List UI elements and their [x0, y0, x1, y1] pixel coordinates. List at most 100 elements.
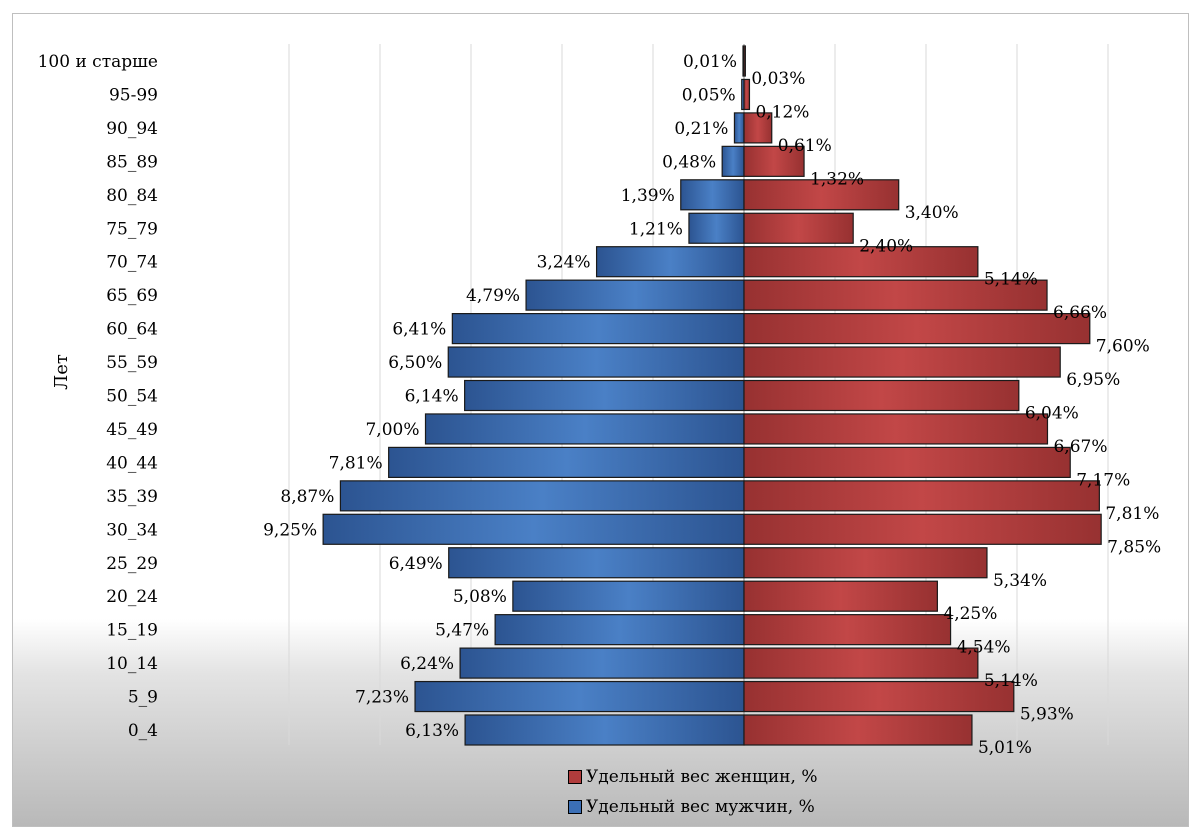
category-label: 70_74: [106, 253, 158, 273]
value-label-women: 5,14%: [984, 671, 1038, 691]
category-label: 65_69: [106, 286, 158, 306]
bar-women: [743, 346, 1061, 378]
bar-men: [424, 413, 745, 445]
category-label: 75_79: [106, 219, 158, 239]
category-label: 60_64: [106, 320, 158, 340]
bar-women: [743, 714, 973, 746]
category-label: 45_49: [106, 420, 158, 440]
value-label-men: 0,01%: [683, 52, 737, 72]
value-label-men: 5,08%: [453, 587, 507, 607]
value-label-women: 1,32%: [810, 169, 864, 189]
bar-women: [743, 480, 1100, 512]
value-label-men: 6,50%: [388, 353, 442, 373]
bar-men: [451, 313, 745, 345]
bar-women: [743, 513, 1102, 545]
bar-men: [447, 346, 745, 378]
bar-women: [743, 78, 751, 111]
category-label: 25_29: [106, 554, 158, 574]
value-label-women: 7,60%: [1096, 337, 1150, 357]
value-label-men: 8,87%: [280, 487, 334, 507]
bar-women: [743, 112, 773, 144]
value-label-men: 0,21%: [674, 119, 728, 139]
bar-women: [743, 446, 1071, 478]
legend-label-women: Удельный вес женщин, %: [586, 767, 818, 787]
bar-women: [743, 212, 854, 244]
category-label: 40_44: [106, 453, 158, 473]
value-label-women: 0,03%: [751, 69, 805, 89]
bar-women: [743, 246, 979, 278]
bar-women: [743, 547, 988, 579]
bar-men: [464, 714, 745, 746]
legend-swatch-women: [568, 770, 582, 784]
value-label-women: 5,34%: [993, 571, 1047, 591]
value-label-men: 0,05%: [682, 85, 736, 105]
value-label-men: 0,48%: [662, 152, 716, 172]
bar-women: [743, 680, 1015, 713]
bar-women: [743, 580, 938, 612]
value-label-women: 5,93%: [1020, 705, 1074, 725]
bar-men: [459, 647, 745, 679]
category-label: 100 и старше: [38, 52, 158, 72]
value-label-women: 3,40%: [905, 203, 959, 223]
category-label: 20_24: [106, 587, 158, 607]
legend-label-men: Удельный вес мужчин, %: [586, 797, 815, 817]
bar-women: [743, 647, 979, 679]
legend-item-men[interactable]: Удельный вес мужчин, %: [568, 792, 817, 822]
value-label-men: 6,13%: [405, 721, 459, 741]
bar-women: [743, 313, 1091, 345]
bar-women: [743, 379, 1020, 412]
bar-men: [595, 246, 745, 278]
category-label: 95-99: [109, 85, 158, 105]
value-label-men: 5,47%: [435, 621, 489, 641]
bar-women: [743, 179, 900, 211]
bar-women: [743, 614, 952, 646]
bars: [322, 45, 1102, 746]
value-label-women: 7,85%: [1107, 537, 1161, 557]
value-label-men: 1,39%: [621, 186, 675, 206]
value-label-men: 1,21%: [629, 219, 683, 239]
y-axis-title: Лет: [51, 354, 72, 390]
bar-men: [512, 580, 745, 612]
chart-frame: 100 и старше 0,01% 0,03% 95-99 0,05% 0,12% 90_…: [12, 13, 1189, 827]
value-label-women: 4,25%: [943, 604, 997, 624]
bar-men: [688, 212, 745, 244]
category-label: 50_54: [106, 387, 158, 407]
bar-women: [743, 45, 746, 77]
category-label: 30_34: [106, 520, 158, 540]
category-label: 0_4: [128, 721, 158, 741]
value-label-men: 6,14%: [405, 387, 459, 407]
bar-men: [414, 680, 745, 713]
value-label-women: 6,04%: [1025, 404, 1079, 424]
category-label: 35_39: [106, 487, 158, 507]
bar-men: [680, 179, 745, 211]
category-label: 15_19: [106, 621, 158, 641]
labels: 100 и старше 0,01% 0,03% 95-99 0,05% 0,12% 90_…: [38, 52, 1162, 758]
value-label-women: 5,01%: [978, 738, 1032, 758]
value-label-women: 6,66%: [1053, 303, 1107, 323]
value-label-men: 9,25%: [263, 520, 317, 540]
category-label: 80_84: [106, 186, 158, 206]
legend: Удельный вес женщин, % Удельный вес мужч…: [568, 762, 817, 822]
bar-women: [743, 413, 1049, 445]
value-label-men: 7,81%: [329, 453, 383, 473]
value-label-men: 3,24%: [537, 253, 591, 273]
value-label-men: 6,49%: [389, 554, 443, 574]
value-label-men: 4,79%: [466, 286, 520, 306]
legend-item-women[interactable]: Удельный вес женщин, %: [568, 762, 817, 792]
value-label-women: 6,67%: [1053, 437, 1107, 457]
value-label-women: 6,95%: [1066, 370, 1120, 390]
bar-men: [733, 112, 745, 144]
category-label: 10_14: [106, 654, 158, 674]
bar-men: [448, 547, 745, 579]
population-pyramid-chart: 100 и старше 0,01% 0,03% 95-99 0,05% 0,12% 90_…: [38, 44, 1162, 758]
value-label-men: 6,41%: [392, 320, 446, 340]
bar-women: [743, 279, 1048, 311]
value-label-women: 7,81%: [1105, 504, 1159, 524]
category-label: 55_59: [106, 353, 158, 373]
bar-men: [464, 379, 745, 412]
bar-men: [721, 145, 745, 177]
bar-men: [339, 480, 745, 512]
bar-men: [525, 279, 745, 311]
bar-men: [494, 614, 745, 646]
value-label-women: 0,12%: [755, 102, 809, 122]
